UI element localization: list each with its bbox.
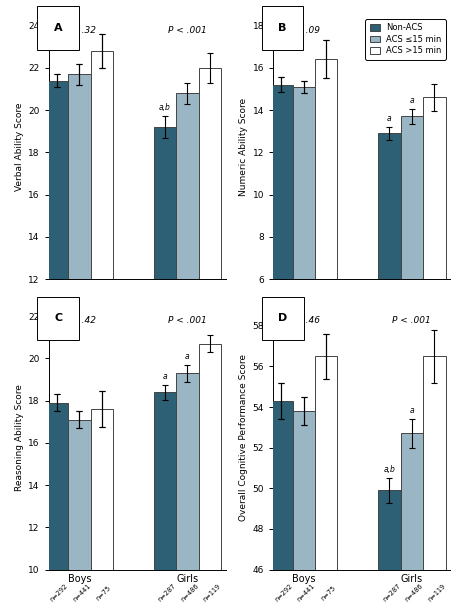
Bar [401,433,423,614]
Bar [423,356,445,614]
Text: n=486: n=486 [179,583,199,603]
Text: n=119: n=119 [426,583,446,603]
Text: D: D [279,313,288,324]
Bar [270,401,292,614]
Text: P < .001: P < .001 [392,26,431,34]
Text: n=287: n=287 [157,583,177,603]
Text: A: A [54,23,63,33]
Text: n=292: n=292 [49,583,69,603]
Y-axis label: Reasoning Ability Score: Reasoning Ability Score [15,384,24,491]
Bar [401,117,423,406]
Bar [292,411,315,614]
Text: P = .09: P = .09 [287,26,320,34]
Text: n=441: n=441 [296,583,316,603]
Bar [378,491,401,614]
Y-axis label: Overall Cognitive Performance Score: Overall Cognitive Performance Score [239,354,248,521]
Text: a: a [410,96,414,105]
Text: a,b: a,b [159,104,171,112]
Text: n=75: n=75 [95,585,113,602]
Bar [292,87,315,406]
Text: a: a [163,371,167,381]
Text: P = .46: P = .46 [287,316,320,325]
Text: n=287: n=287 [381,583,402,603]
Bar [315,356,338,614]
Text: P = .32: P = .32 [63,26,96,34]
Text: a: a [410,406,414,415]
Bar [423,98,445,406]
Bar [68,419,91,614]
Bar [154,127,176,533]
Text: a,b: a,b [384,465,395,474]
Text: C: C [54,313,62,324]
Bar [154,392,176,614]
Bar [91,51,113,533]
Text: n=486: n=486 [404,583,424,603]
Text: P < .001: P < .001 [168,316,207,325]
Text: P = .42: P = .42 [63,316,96,325]
Text: n=75: n=75 [320,585,337,602]
Bar [46,403,68,614]
Bar [378,133,401,406]
Bar [176,373,199,614]
Bar [199,343,221,614]
Text: B: B [279,23,287,33]
Text: a: a [387,114,392,123]
Bar [315,60,338,406]
Text: a: a [185,352,190,360]
Y-axis label: Verbal Ability Score: Verbal Ability Score [15,103,24,192]
Text: P < .001: P < .001 [392,316,431,325]
Y-axis label: Numeric Ability Score: Numeric Ability Score [239,98,248,196]
Text: n=119: n=119 [202,583,222,603]
Bar [176,93,199,533]
Text: n=292: n=292 [273,583,293,603]
Bar [270,85,292,406]
Text: P < .001: P < .001 [168,26,207,34]
Bar [91,409,113,614]
Text: n=441: n=441 [72,583,92,603]
Bar [68,74,91,533]
Bar [199,68,221,533]
Bar [46,80,68,533]
Legend: Non-ACS, ACS ≤15 min, ACS >15 min: Non-ACS, ACS ≤15 min, ACS >15 min [365,19,446,60]
